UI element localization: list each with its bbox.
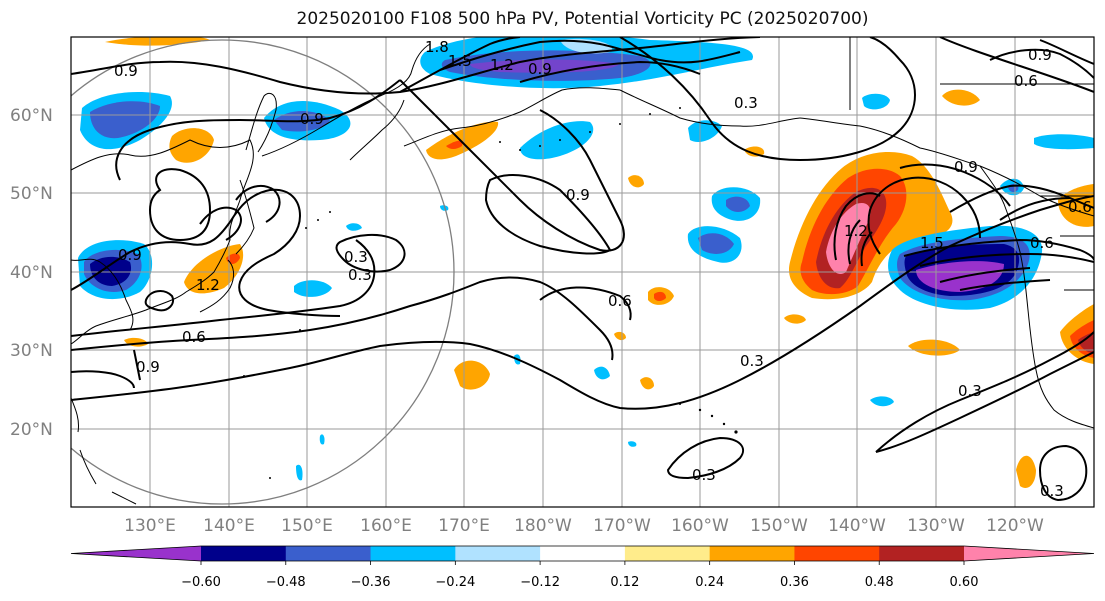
lat-label: 60°N — [10, 106, 53, 126]
lon-label: 130°W — [907, 516, 965, 536]
contour-label: 0.9 — [954, 158, 978, 176]
lat-label: 50°N — [10, 184, 53, 204]
colorbar-segment — [370, 546, 456, 561]
contour-label: 1.2 — [490, 56, 514, 74]
colorbar-tick-label: 0.12 — [610, 575, 639, 590]
lat-label: 40°N — [10, 263, 53, 283]
lon-label: 140°W — [828, 516, 886, 536]
pv-contours — [71, 37, 1094, 502]
lon-label: 150°W — [750, 516, 808, 536]
colorbar-tick-label: 0.24 — [695, 575, 724, 590]
colorbar-segment — [201, 546, 287, 561]
colorbar-segment — [964, 546, 1094, 561]
contour-label: 1.2 — [844, 222, 868, 240]
contour-label: 0.6 — [182, 328, 206, 346]
colorbar-tick-label: 0.36 — [780, 575, 809, 590]
lon-label: 140°E — [203, 516, 255, 536]
longitude-labels: 130°E 140°E 150°E 160°E 170°E 180°W 170°… — [124, 516, 1044, 536]
colorbar-tick-label: −0.24 — [435, 575, 475, 590]
contour-labels: 1.8 1.5 1.2 0.9 0.9 0.3 0.9 0.6 0.9 0.9 … — [114, 38, 1092, 500]
contour-label: 0.3 — [344, 248, 368, 266]
map-title: 2025020100 F108 500 hPa PV, Potential Vo… — [296, 9, 869, 29]
lat-label: 30°N — [10, 341, 53, 361]
contour-label: 0.3 — [692, 466, 716, 484]
contour-label: 0.6 — [1068, 198, 1092, 216]
lat-label: 20°N — [10, 420, 53, 440]
colorbar-segment — [455, 546, 541, 561]
contour-label: 1.5 — [448, 52, 472, 70]
lon-label: 130°E — [124, 516, 176, 536]
lon-label: 150°E — [281, 516, 333, 536]
lon-label: 160°W — [671, 516, 729, 536]
contour-label: 0.6 — [1014, 72, 1038, 90]
colorbar-segment — [71, 546, 201, 561]
map-frame — [70, 36, 1095, 508]
contour-label: 0.3 — [348, 266, 372, 284]
colorbar-segment — [540, 546, 626, 561]
colorbar-tick-label: 0.60 — [950, 575, 979, 590]
contour-label: 0.9 — [528, 60, 552, 78]
colorbar-segment — [879, 546, 965, 561]
contour-label: 0.6 — [1030, 234, 1054, 252]
contour-label: 0.3 — [1040, 482, 1064, 500]
colorbar-segment — [624, 546, 711, 561]
contour-label: 0.9 — [114, 62, 138, 80]
contour-label: 0.9 — [300, 110, 324, 128]
contour-label: 0.9 — [1028, 46, 1052, 64]
lon-label: 170°E — [438, 516, 490, 536]
latitude-labels: 60°N 50°N 40°N 30°N 20°N — [10, 106, 53, 440]
colorbar-segment — [794, 546, 880, 561]
lon-label: 120°W — [986, 516, 1044, 536]
contour-label: 1.8 — [425, 38, 449, 56]
colorbar-tick-label: −0.36 — [351, 575, 391, 590]
contour-label: 0.6 — [608, 292, 632, 310]
colorbar-segment — [285, 546, 372, 561]
contour-label: 1.5 — [920, 234, 944, 252]
contour-label: 0.9 — [136, 358, 160, 376]
contour-label: 0.3 — [734, 94, 758, 112]
colorbar-tick-label: −0.60 — [181, 575, 221, 590]
colorbar-segment — [709, 546, 795, 561]
contour-label: 0.9 — [118, 246, 142, 264]
contour-label: 0.3 — [958, 382, 982, 400]
colorbar-tick-label: 0.48 — [865, 575, 894, 590]
lon-label: 170°W — [593, 516, 651, 536]
lon-label: 160°E — [360, 516, 412, 536]
contour-label: 0.9 — [566, 186, 590, 204]
range-circle — [71, 39, 455, 505]
colorbar-tick-label: −0.48 — [266, 575, 306, 590]
colorbar-tick-label: −0.12 — [520, 575, 560, 590]
contour-label: 0.3 — [740, 352, 764, 370]
colorbar: −0.60 −0.48 −0.36 −0.24 −0.12 0.12 0.24 0.36 0.4… — [70, 545, 1095, 590]
lon-label: 180°W — [514, 516, 572, 536]
contour-label: 1.2 — [196, 276, 220, 294]
